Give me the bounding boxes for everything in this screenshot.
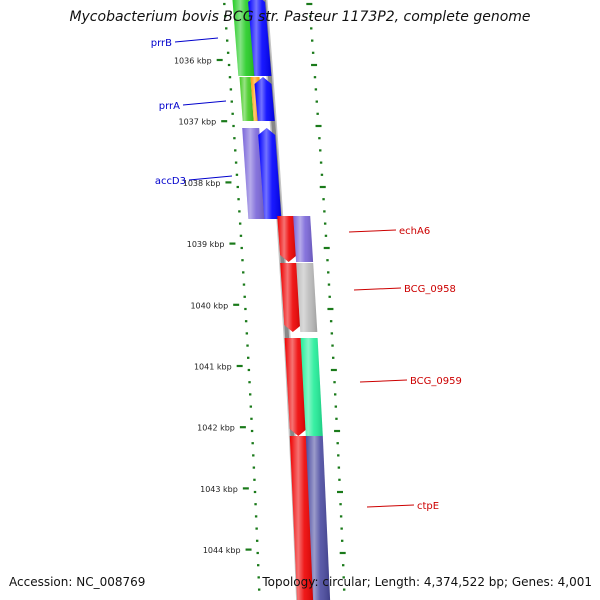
gene-label-prrB[interactable]: prrB	[151, 38, 172, 49]
leader-line-prrA	[182, 100, 227, 106]
leader-line-echA6	[348, 229, 397, 233]
tick-label: 1037 kbp	[178, 118, 216, 127]
echA6-cog-band-shade	[293, 216, 314, 262]
tick-label: 1041 kbp	[194, 363, 232, 372]
accD3-gene-shade	[258, 128, 282, 219]
ctpE-cog-band-shade	[305, 436, 331, 600]
leader-line-accD3	[188, 175, 233, 181]
BCG_0959-cog-band-shade	[300, 338, 323, 436]
gene-label-ctpE[interactable]: ctpE	[417, 501, 439, 512]
tick-label: 1044 kbp	[203, 546, 241, 555]
tick-label: 1039 kbp	[187, 240, 225, 249]
leader-line-BCG_0958	[353, 287, 402, 291]
BCG_0959-gene-shade	[284, 338, 307, 436]
gene-label-BCG_0959[interactable]: BCG_0959	[410, 376, 462, 387]
gene-label-prrA[interactable]: prrA	[159, 101, 180, 112]
BCG_0958-gene-shade	[280, 263, 302, 332]
prrA-gene-shade	[254, 77, 275, 121]
echA6-gene-shade	[277, 216, 298, 262]
BCG_0958-cog-band-shade	[296, 263, 318, 332]
tick-label: 1040 kbp	[190, 301, 228, 310]
gene-label-accD3[interactable]: accD3	[155, 176, 186, 187]
gene-labels-layer: prrB prrA accD3 echA6 BCG_0958 BCG_0959 ctpE	[151, 37, 462, 512]
tick-dots-layer	[223, 2, 346, 591]
map-title: Mycobacterium bovis BCG str. Pasteur 117…	[69, 9, 531, 25]
tick-label: 1043 kbp	[200, 485, 238, 494]
tick-label: 1038 kbp	[183, 179, 221, 188]
tick-label: 1036 kbp	[174, 57, 212, 66]
gene-label-echA6[interactable]: echA6	[399, 226, 430, 237]
prrB-gene-shade	[248, 0, 272, 76]
leader-line-BCG_0959	[359, 379, 408, 383]
tick-labels-layer: 1036 kbp 1037 kbp 1038 kbp 1039 kbp 1040 kbp…	[174, 57, 252, 555]
tick-label: 1042 kbp	[197, 424, 235, 433]
gene-label-BCG_0958[interactable]: BCG_0958	[404, 284, 456, 295]
leader-line-ctpE	[366, 504, 415, 508]
features-layer	[232, 0, 331, 600]
prrA-cog-band-green-shade	[239, 77, 254, 121]
leader-line-prrB	[174, 37, 219, 43]
accession-text: Accession: NC_008769	[9, 575, 146, 589]
genome-summary-text: Topology: circular; Length: 4,374,522 bp…	[262, 575, 592, 589]
